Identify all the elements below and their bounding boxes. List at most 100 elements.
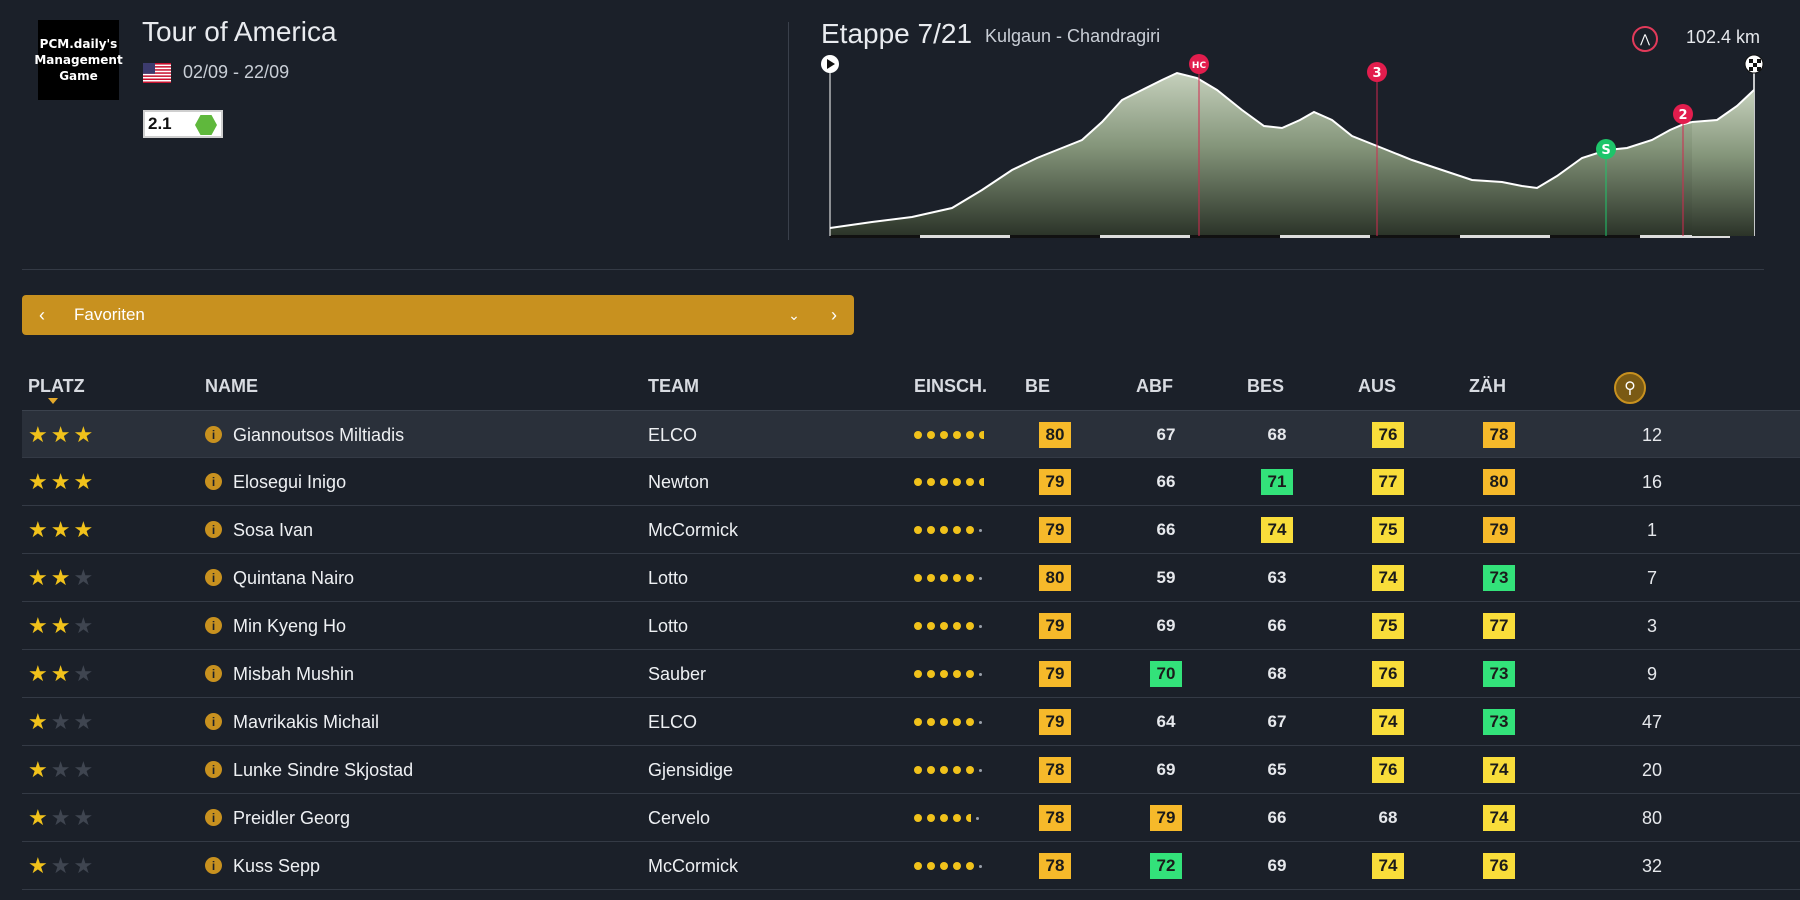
star-icon: ★ <box>28 661 48 686</box>
sort-caret-icon <box>48 398 58 404</box>
header-zah[interactable]: ZÄH <box>1469 376 1506 396</box>
form-dot <box>927 431 935 439</box>
info-icon[interactable]: i <box>205 426 222 443</box>
table-row[interactable]: ★ ★ ★ i Min Kyeng Ho Lotto 79 69 66 75 77 3 <box>22 602 1800 650</box>
form-dot <box>979 768 982 772</box>
climb-marker-hc[interactable]: HC <box>1189 54 1209 74</box>
table-row[interactable]: ★ ★ ★ i Kuss Sepp McCormick 78 72 69 74 76 32 <box>22 842 1800 890</box>
rider-team: Gjensidige <box>648 759 734 780</box>
chevron-right-icon[interactable]: › <box>831 304 837 325</box>
form-dot <box>940 622 948 630</box>
table-row[interactable]: ★ ★ ★ i Mavrikakis Michail ELCO 79 64 67 74 73 47 <box>22 698 1800 746</box>
stat-aus: 68 <box>1378 808 1398 827</box>
climb-marker-2[interactable]: 2 <box>1673 104 1693 124</box>
stage-distance: 102.4 km <box>1686 27 1761 47</box>
header-platz[interactable]: PLATZ <box>28 376 85 396</box>
favorite-stars: ★ ★ ★ <box>28 458 93 506</box>
form-dot <box>927 574 935 582</box>
stat-bes: 68 <box>1267 664 1287 683</box>
info-icon[interactable]: i <box>205 569 222 586</box>
star-icon: ★ <box>50 565 71 590</box>
form-dot <box>953 670 961 678</box>
rider-name[interactable]: Lunke Sindre Skjostad <box>233 759 414 780</box>
rider-name[interactable]: Mavrikakis Michail <box>233 711 380 732</box>
profile-area-end <box>1692 90 1754 236</box>
table-row[interactable]: ★ ★ ★ i Sosa Ivan McCormick 79 66 74 75 79 1 <box>22 506 1800 554</box>
favorite-stars: ★ ★ ★ <box>28 506 93 554</box>
info-icon[interactable]: i <box>205 761 222 778</box>
rider-rank: 80 <box>1641 807 1663 828</box>
rider-rank: 20 <box>1641 759 1663 780</box>
info-icon[interactable]: i <box>205 665 222 682</box>
header-team[interactable]: TEAM <box>648 376 699 396</box>
sprint-marker[interactable]: S <box>1596 139 1616 159</box>
stat-be: 79 <box>1039 469 1071 495</box>
info-icon[interactable]: i <box>205 473 222 490</box>
rider-name[interactable]: Min Kyeng Ho <box>233 615 347 636</box>
header-abf[interactable]: ABF <box>1136 376 1173 396</box>
stat-bes: 66 <box>1267 808 1287 827</box>
stat-zah: 74 <box>1483 757 1515 783</box>
mountain-profile-icon[interactable]: ⋀ <box>1632 26 1658 52</box>
stat-aus: 74 <box>1372 565 1404 591</box>
race-category-badge: 2.1 <box>143 110 223 138</box>
form-dot <box>979 478 984 486</box>
star-icon: ★ <box>28 613 48 638</box>
form-dot <box>940 574 948 582</box>
stat-aus: 76 <box>1372 757 1404 783</box>
info-icon[interactable]: i <box>205 857 222 874</box>
table-row[interactable]: ★ ★ ★ i Preidler Georg Cervelo 78 79 66 68 74 80 <box>22 794 1800 842</box>
table-row[interactable]: ★ ★ ★ i Lunke Sindre Skjostad Gjensidige 78 69 6… <box>22 746 1800 794</box>
climb-marker-3[interactable]: 3 <box>1367 62 1387 82</box>
rider-name[interactable]: Giannoutsos Miltiadis <box>233 424 405 445</box>
rider-team: Cervelo <box>648 807 711 828</box>
header-name[interactable]: NAME <box>205 376 258 396</box>
form-dot <box>927 718 935 726</box>
info-icon[interactable]: i <box>205 713 222 730</box>
form-dot <box>914 814 922 822</box>
form-dot <box>953 718 961 726</box>
form-dots <box>914 842 982 890</box>
rider-team: Lotto <box>648 615 689 636</box>
form-dot <box>914 526 922 534</box>
rider-name[interactable]: Kuss Sepp <box>233 855 321 876</box>
info-icon[interactable]: i <box>205 617 222 634</box>
stat-zah: 73 <box>1483 565 1515 591</box>
table-row[interactable]: ★ ★ ★ i Misbah Mushin Sauber 79 70 68 76 73 9 <box>22 650 1800 698</box>
rider-name[interactable]: Sosa Ivan <box>233 519 314 540</box>
stat-abf: 69 <box>1156 616 1176 635</box>
table-row[interactable]: ★ ★ ★ i Giannoutsos Miltiadis ELCO 80 67 68 76 78 1… <box>22 410 1800 458</box>
info-icon[interactable]: i <box>205 521 222 538</box>
info-icon[interactable]: i <box>205 809 222 826</box>
star-icon: ★ <box>73 853 94 878</box>
chevron-down-icon[interactable]: ⌄ <box>788 306 800 323</box>
rider-name[interactable]: Preidler Georg <box>233 807 351 828</box>
header-bes[interactable]: BES <box>1247 376 1285 396</box>
table-header: PLATZ NAME TEAM EINSCH. BE ABF BES AUS Z… <box>0 372 1800 410</box>
form-dots <box>914 458 984 506</box>
header-einsch[interactable]: EINSCH. <box>914 376 988 396</box>
header-aus[interactable]: AUS <box>1358 376 1397 396</box>
favorites-selector[interactable]: ‹ Favoriten ⌄ › <box>22 295 854 335</box>
header-be[interactable]: BE <box>1025 376 1051 396</box>
stat-bes: 67 <box>1267 712 1287 731</box>
form-dot <box>966 574 974 582</box>
rider-name[interactable]: Elosegui Inigo <box>233 471 347 492</box>
rider-name[interactable]: Misbah Mushin <box>233 663 355 684</box>
rider-name[interactable]: Quintana Nairo <box>233 567 355 588</box>
star-icon: ★ <box>50 853 71 878</box>
form-dot <box>940 526 948 534</box>
stat-be: 79 <box>1039 613 1071 639</box>
stat-zah: 73 <box>1483 661 1515 687</box>
table-row[interactable]: ★ ★ ★ i Elosegui Inigo Newton 79 66 71 77 80 16 <box>22 458 1800 506</box>
chevron-left-icon[interactable]: ‹ <box>39 304 45 325</box>
star-icon: ★ <box>73 469 94 494</box>
cyclist-icon[interactable]: ⚲ <box>1614 372 1646 404</box>
stat-aus: 76 <box>1372 661 1404 687</box>
table-row[interactable]: ★ ★ ★ i Quintana Nairo Lotto 80 59 63 74 73 7 <box>22 554 1800 602</box>
form-dot <box>940 862 948 870</box>
stat-abf: 79 <box>1150 805 1182 831</box>
favorite-stars: ★ ★ ★ <box>28 842 93 890</box>
form-dot <box>914 622 922 630</box>
form-dot <box>927 814 935 822</box>
